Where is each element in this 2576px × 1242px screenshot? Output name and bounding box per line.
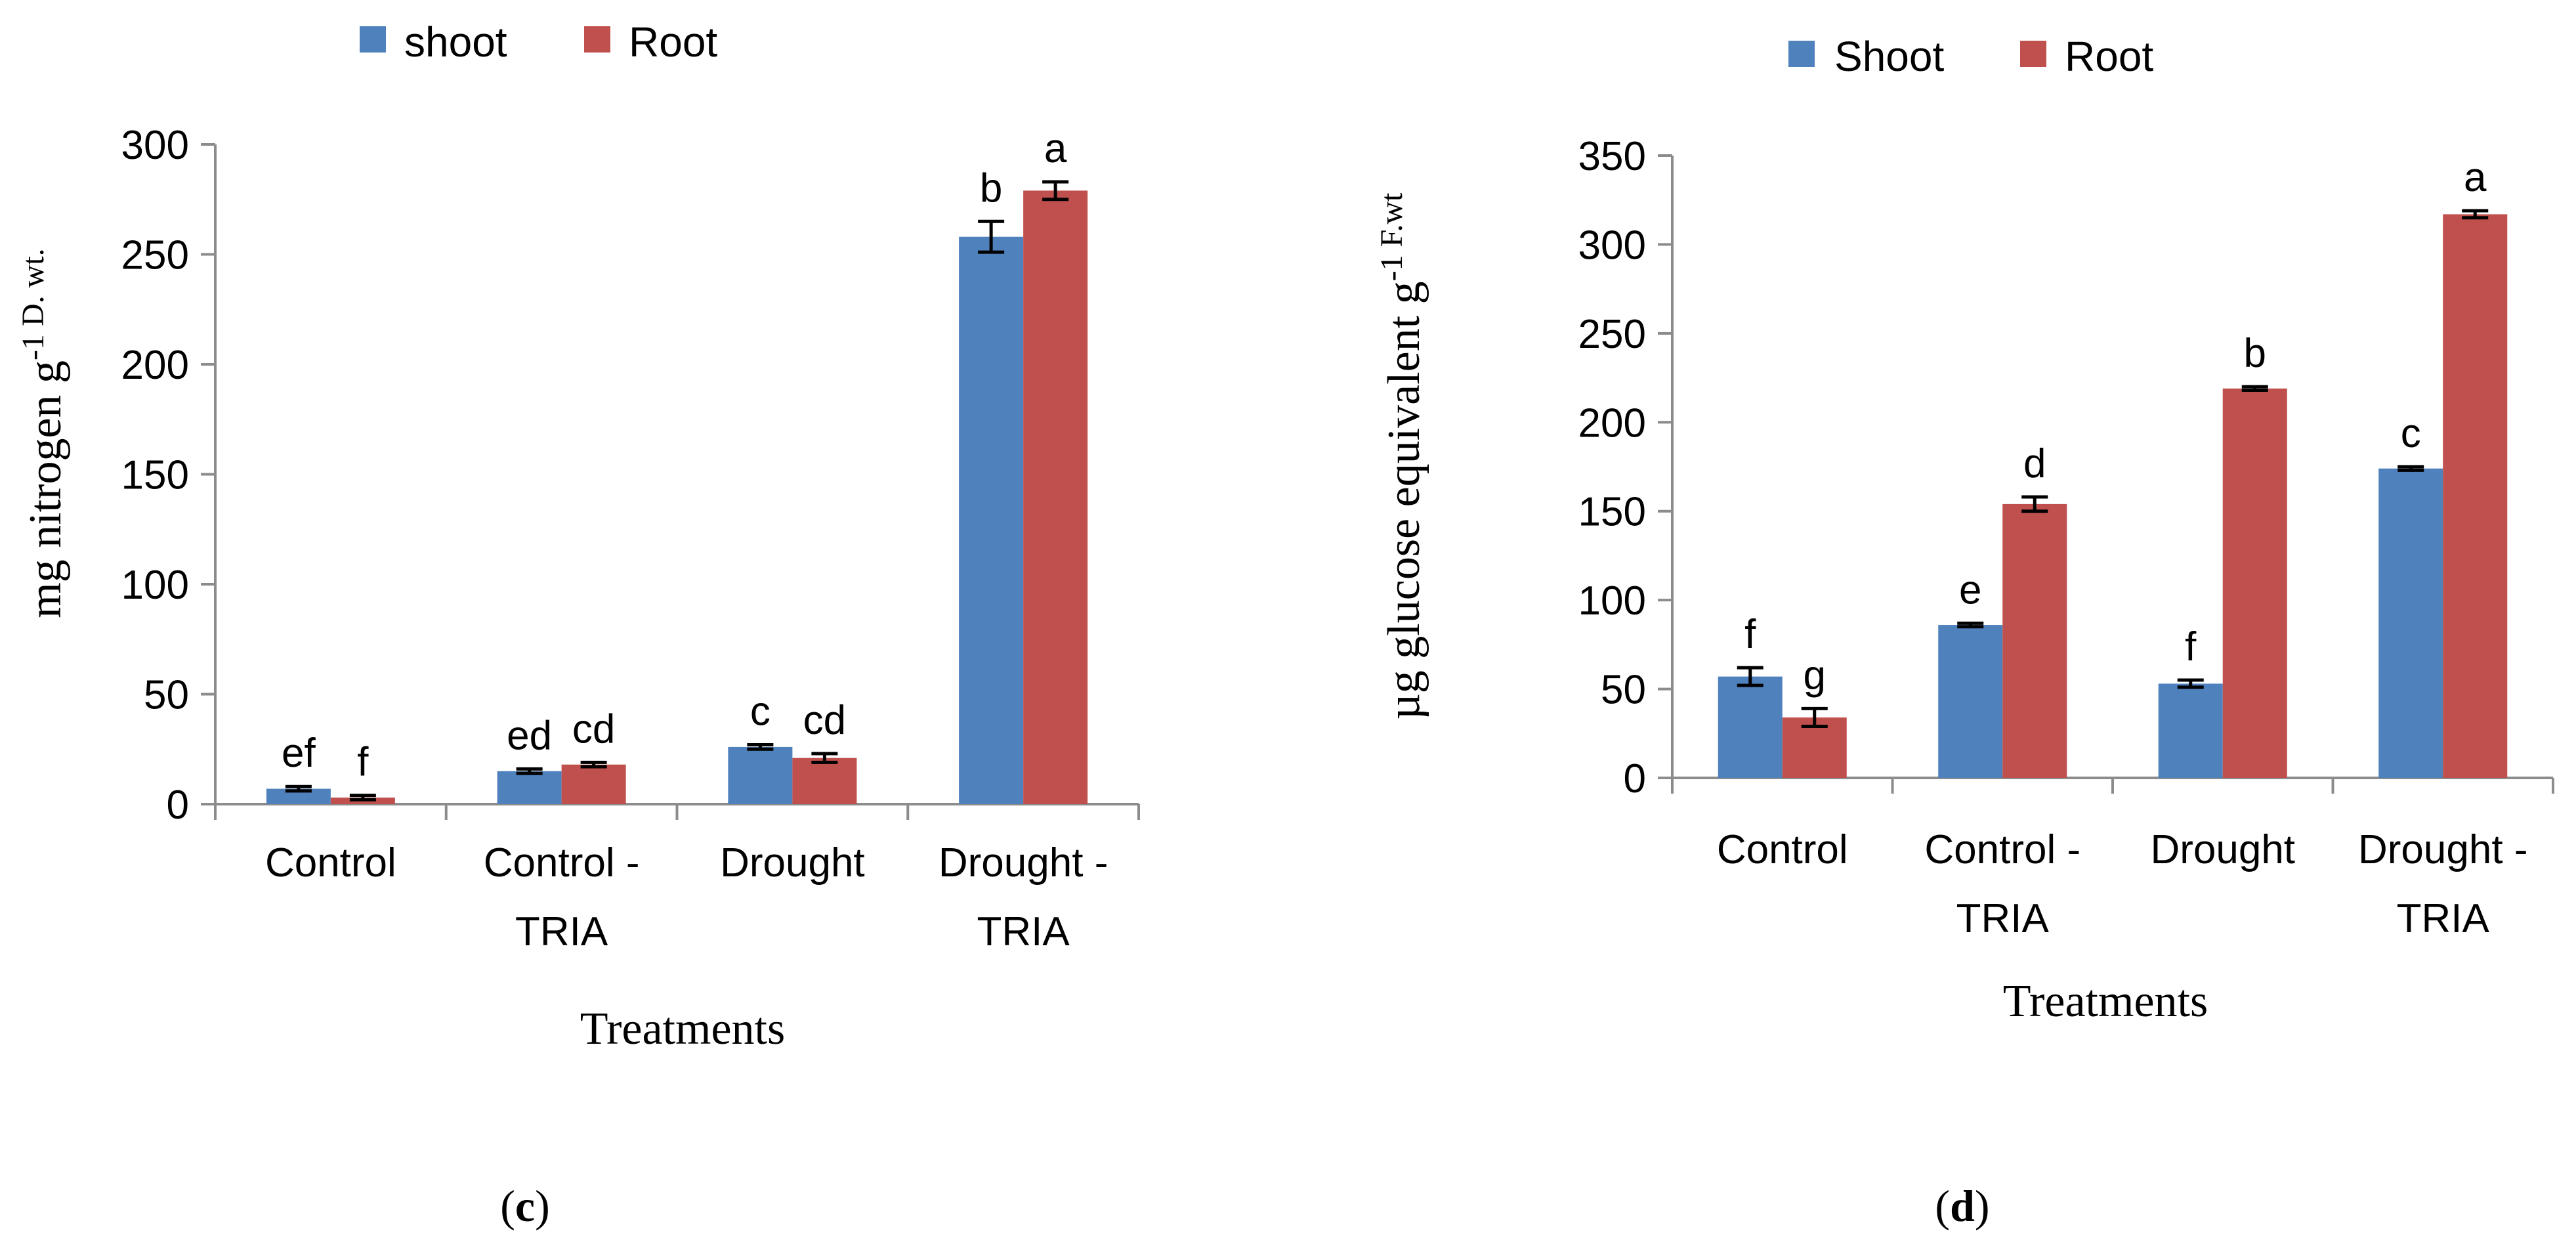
legend-label: shoot [404, 18, 507, 66]
caption-letter: c [515, 1181, 535, 1231]
significance-letter: d [2023, 441, 2046, 486]
x-category-label: Control [265, 840, 396, 886]
significance-letter: cd [572, 706, 615, 752]
x-category-label: Drought [720, 840, 865, 886]
x-category-label: Control - [1924, 827, 2080, 872]
bar-shoot [2158, 683, 2223, 778]
x-axis-title: Treatments [2003, 976, 2208, 1027]
significance-letter: ef [282, 731, 316, 776]
bar-root [561, 764, 626, 804]
panel-caption: (d) [1935, 1181, 1989, 1231]
bar-root [2222, 388, 2287, 778]
y-tick-label: 300 [1578, 223, 1646, 268]
caption-letter: d [1950, 1181, 1975, 1231]
bar-shoot [266, 788, 331, 804]
y-tick-label: 0 [1624, 756, 1646, 802]
chart-d: Shoot Root 0 50 100 150 200 250 300 350 f g Control e… [1374, 33, 2554, 1231]
legend-label: Shoot [1834, 33, 1944, 80]
significance-letter: b [980, 165, 1002, 211]
y-axis-title-main: mg nitrogen g [20, 360, 71, 618]
caption-open: ( [500, 1181, 515, 1231]
y-axis-title-superscript: -1 F.wt [1374, 192, 1409, 282]
bar-shoot [959, 236, 1024, 804]
y-tick-label: 200 [1578, 400, 1646, 446]
bar-shoot [497, 771, 562, 804]
x-category-label: TRIA [1956, 896, 2050, 941]
x-category-label: TRIA [515, 909, 608, 954]
y-tick-label: 200 [121, 343, 189, 388]
panel-caption: (c) [500, 1181, 550, 1231]
legend-label: Root [629, 18, 717, 66]
significance-letter: a [2464, 155, 2487, 200]
significance-letter: ed [507, 713, 552, 758]
y-tick-label: 150 [1578, 490, 1646, 535]
y-tick-label: 50 [1601, 668, 1646, 713]
x-axis-title: Treatments [580, 1004, 785, 1054]
significance-letter: f [1744, 612, 1756, 657]
significance-letter: c [750, 689, 771, 735]
y-tick-label: 300 [121, 123, 189, 168]
legend-swatch-shoot [360, 26, 386, 53]
y-axis-title-superscript: -1 D. wt. [16, 248, 51, 360]
caption-close: ) [1975, 1181, 1990, 1231]
significance-letter: cd [803, 698, 846, 743]
y-tick-label: 150 [121, 453, 189, 498]
x-category-label: TRIA [2397, 896, 2490, 941]
bar-root [792, 758, 857, 804]
significance-letter: b [2244, 331, 2266, 376]
x-category-label: Drought [2150, 827, 2295, 872]
x-category-label: TRIA [977, 909, 1070, 954]
significance-letter: c [2401, 411, 2421, 456]
y-axis-title-main: µg glucose equivalent g [1379, 281, 1429, 719]
bar-root [1023, 190, 1088, 805]
y-tick-label: 250 [121, 233, 189, 278]
y-axis-title: µg glucose equivalent g-1 F.wt [1374, 192, 1429, 720]
significance-letter: e [1959, 567, 1981, 612]
legend-swatch-root [584, 26, 610, 53]
y-tick-label: 350 [1578, 134, 1646, 179]
caption-open: ( [1935, 1181, 1950, 1231]
x-category-label: Control [1717, 827, 1848, 872]
significance-letter: f [2185, 624, 2197, 670]
x-category-label: Drought - [2358, 827, 2527, 872]
legend-swatch-shoot [1788, 41, 1815, 67]
caption-close: ) [535, 1181, 550, 1231]
y-tick-label: 50 [144, 673, 189, 718]
y-axis-title: mg nitrogen g-1 D. wt. [16, 248, 71, 618]
bar-shoot [728, 746, 793, 804]
y-tick-label: 100 [121, 563, 189, 608]
bar-root [2443, 214, 2508, 779]
x-category-label: Drought - [939, 840, 1108, 886]
bar-shoot [1938, 625, 2003, 778]
bar-shoot [1718, 676, 1783, 778]
legend-label: Root [2065, 33, 2153, 80]
bar-shoot [2378, 468, 2443, 778]
y-tick-label: 100 [1578, 578, 1646, 624]
significance-letter: a [1044, 126, 1067, 171]
legend-swatch-root [2020, 41, 2046, 67]
x-category-label: Control - [484, 840, 640, 886]
y-tick-label: 0 [167, 782, 189, 828]
y-tick-label: 250 [1578, 312, 1646, 357]
significance-letter: f [357, 740, 369, 785]
bar-root [2002, 503, 2067, 778]
significance-letter: g [1804, 653, 1826, 698]
